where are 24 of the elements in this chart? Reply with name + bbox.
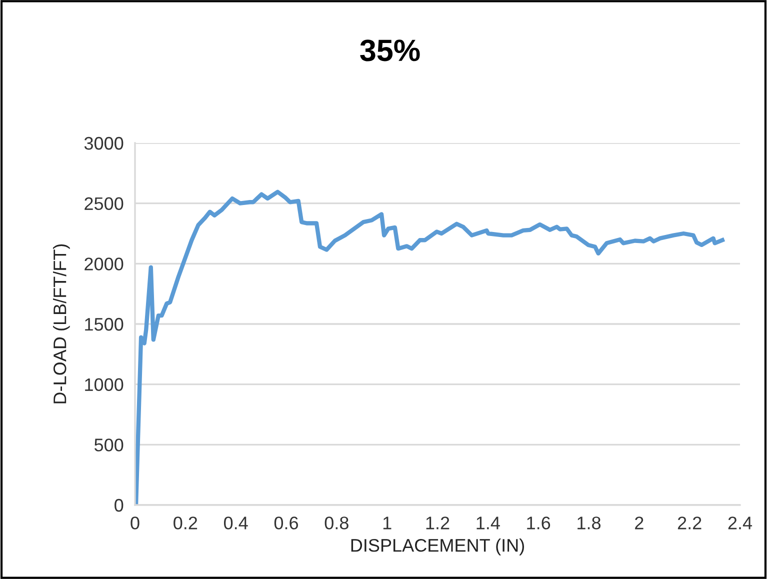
y-tick-label: 500	[94, 438, 124, 452]
y-tick-label: 0	[114, 498, 124, 512]
x-tick-label: 2.2	[678, 516, 702, 530]
y-tick-label: 3000	[84, 136, 124, 150]
x-tick-label: 2.4	[728, 516, 752, 530]
y-tick-label: 2000	[84, 258, 124, 270]
x-axis-title: DISPLACEMENT (IN)	[351, 538, 524, 556]
x-tick-label: 1.4	[476, 516, 500, 530]
x-tick-label: 0.4	[224, 516, 248, 530]
x-tick-label: 0.8	[324, 516, 348, 530]
line-series	[135, 190, 724, 505]
y-tick-label: 1500	[85, 318, 124, 331]
y-tick-label: 1000	[85, 378, 124, 392]
x-tick-label: 1.6	[527, 516, 550, 530]
x-tick-label: 0.2	[174, 516, 198, 530]
x-tick-label: 0	[130, 516, 140, 530]
x-tick-label: 0.6	[274, 516, 298, 530]
y-axis-title: D-LOAD (LB/FT/FT)	[53, 244, 70, 404]
x-tick-label: 2	[635, 516, 644, 530]
y-tick-label: 2500	[84, 197, 124, 210]
x-tick-label: 1	[383, 516, 392, 530]
x-tick-label: 1.8	[578, 516, 601, 530]
x-tick-label: 1.2	[426, 516, 450, 530]
chart-title: 35%	[360, 40, 420, 62]
